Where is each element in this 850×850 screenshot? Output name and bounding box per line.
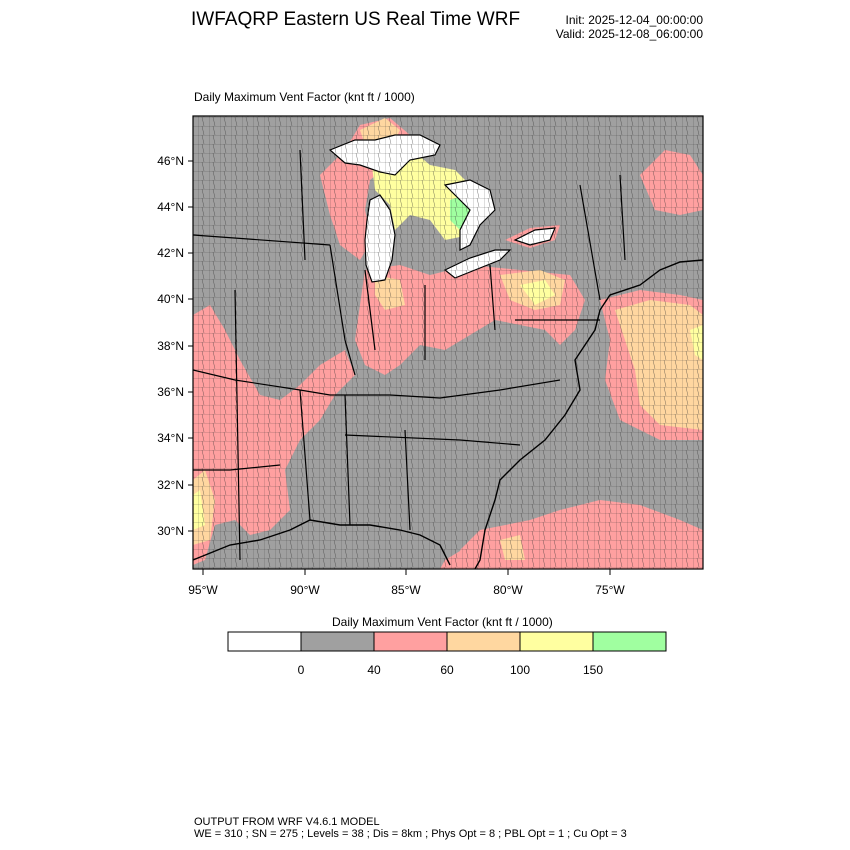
- colorbar-swatch: [300, 631, 375, 652]
- colorbar: [227, 631, 667, 652]
- lat-tick-label: 40°N: [157, 292, 184, 306]
- lat-tick-label: 34°N: [157, 431, 184, 445]
- legend-title: Daily Maximum Vent Factor (knt ft / 1000…: [332, 615, 553, 629]
- colorbar-swatch: [446, 631, 521, 652]
- lat-tick-label: 30°N: [157, 524, 184, 538]
- lat-tick-label: 42°N: [157, 246, 184, 260]
- lon-tick-label: 95°W: [188, 583, 218, 597]
- atlantic-coastline: [474, 259, 703, 569]
- lon-tick-label: 85°W: [391, 583, 421, 597]
- lat-tick-label: 38°N: [157, 339, 184, 353]
- colorbar-labels: 0 40 60 100 150: [298, 663, 604, 677]
- lat-tick-labels: 46°N 44°N 42°N 40°N 38°N 36°N 34°N 32°N …: [157, 154, 184, 538]
- lon-tick-label: 90°W: [290, 583, 320, 597]
- lat-tick-label: 32°N: [157, 478, 184, 492]
- map-field-label: Daily Maximum Vent Factor (knt ft / 1000…: [194, 90, 415, 104]
- map-frame: [192, 115, 704, 570]
- colorbar-label: 60: [440, 663, 454, 677]
- colorbar-swatch: [519, 631, 594, 652]
- county-boundaries: [193, 116, 703, 569]
- colorbar-label: 100: [510, 663, 530, 677]
- colorbar-swatch: [373, 631, 448, 652]
- lat-tick-label: 36°N: [157, 385, 184, 399]
- colorbar-swatch: [227, 631, 302, 652]
- footer-model-line: OUTPUT FROM WRF V4.6.1 MODEL: [194, 816, 380, 828]
- lat-ticks: [188, 160, 193, 532]
- map-area: [193, 116, 703, 569]
- lat-tick-label: 44°N: [157, 200, 184, 214]
- state-boundaries: [193, 149, 626, 561]
- gulf-coastline: [193, 519, 451, 566]
- init-time: Init: 2025-12-04_00:00:00: [565, 13, 703, 27]
- footer-config-line: WE = 310 ; SN = 275 ; Levels = 38 ; Dis …: [194, 828, 627, 840]
- lon-ticks: [202, 569, 611, 575]
- lon-tick-label: 80°W: [493, 583, 523, 597]
- page-title: IWFAQRP Eastern US Real Time WRF: [191, 9, 521, 30]
- lon-tick-labels: 95°W 90°W 85°W 80°W 75°W: [188, 583, 625, 597]
- colorbar-swatch: [592, 631, 667, 652]
- colorbar-label: 0: [298, 663, 305, 677]
- lon-tick-label: 75°W: [595, 583, 625, 597]
- colorbar-label: 150: [583, 663, 603, 677]
- valid-time: Valid: 2025-12-08_06:00:00: [555, 27, 703, 41]
- lat-tick-label: 46°N: [157, 154, 184, 168]
- colorbar-label: 40: [367, 663, 381, 677]
